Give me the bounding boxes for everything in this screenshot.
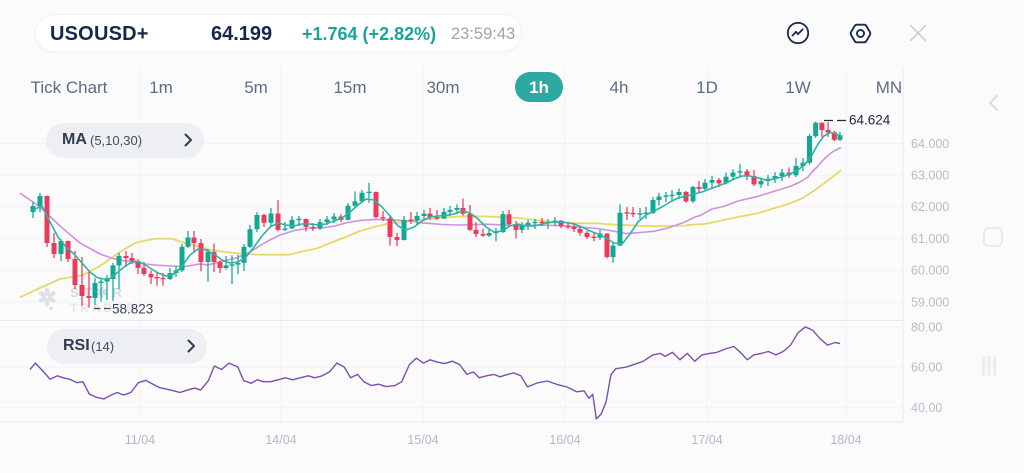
svg-text:14/04: 14/04 bbox=[265, 433, 296, 447]
svg-text:64.624: 64.624 bbox=[849, 113, 891, 128]
svg-text:17/04: 17/04 bbox=[691, 433, 722, 447]
svg-text:60.00: 60.00 bbox=[911, 361, 942, 375]
svg-text:40.00: 40.00 bbox=[911, 401, 942, 415]
svg-text:59.000: 59.000 bbox=[911, 295, 949, 309]
svg-text:ST✱R: ST✱R bbox=[70, 285, 127, 300]
svg-text:15/04: 15/04 bbox=[407, 433, 438, 447]
svg-text:TRADER: TRADER bbox=[70, 301, 138, 315]
svg-text:80.00: 80.00 bbox=[911, 320, 942, 334]
svg-text:11/04: 11/04 bbox=[125, 433, 155, 447]
svg-text:62.000: 62.000 bbox=[911, 200, 949, 214]
svg-text:64.000: 64.000 bbox=[911, 137, 949, 151]
svg-text:63.000: 63.000 bbox=[911, 169, 949, 183]
svg-text:61.000: 61.000 bbox=[911, 232, 949, 246]
svg-text:60.000: 60.000 bbox=[911, 264, 949, 278]
svg-text:58.823: 58.823 bbox=[112, 302, 153, 317]
svg-text:16/04: 16/04 bbox=[549, 433, 580, 447]
svg-text:18/04: 18/04 bbox=[830, 433, 861, 447]
